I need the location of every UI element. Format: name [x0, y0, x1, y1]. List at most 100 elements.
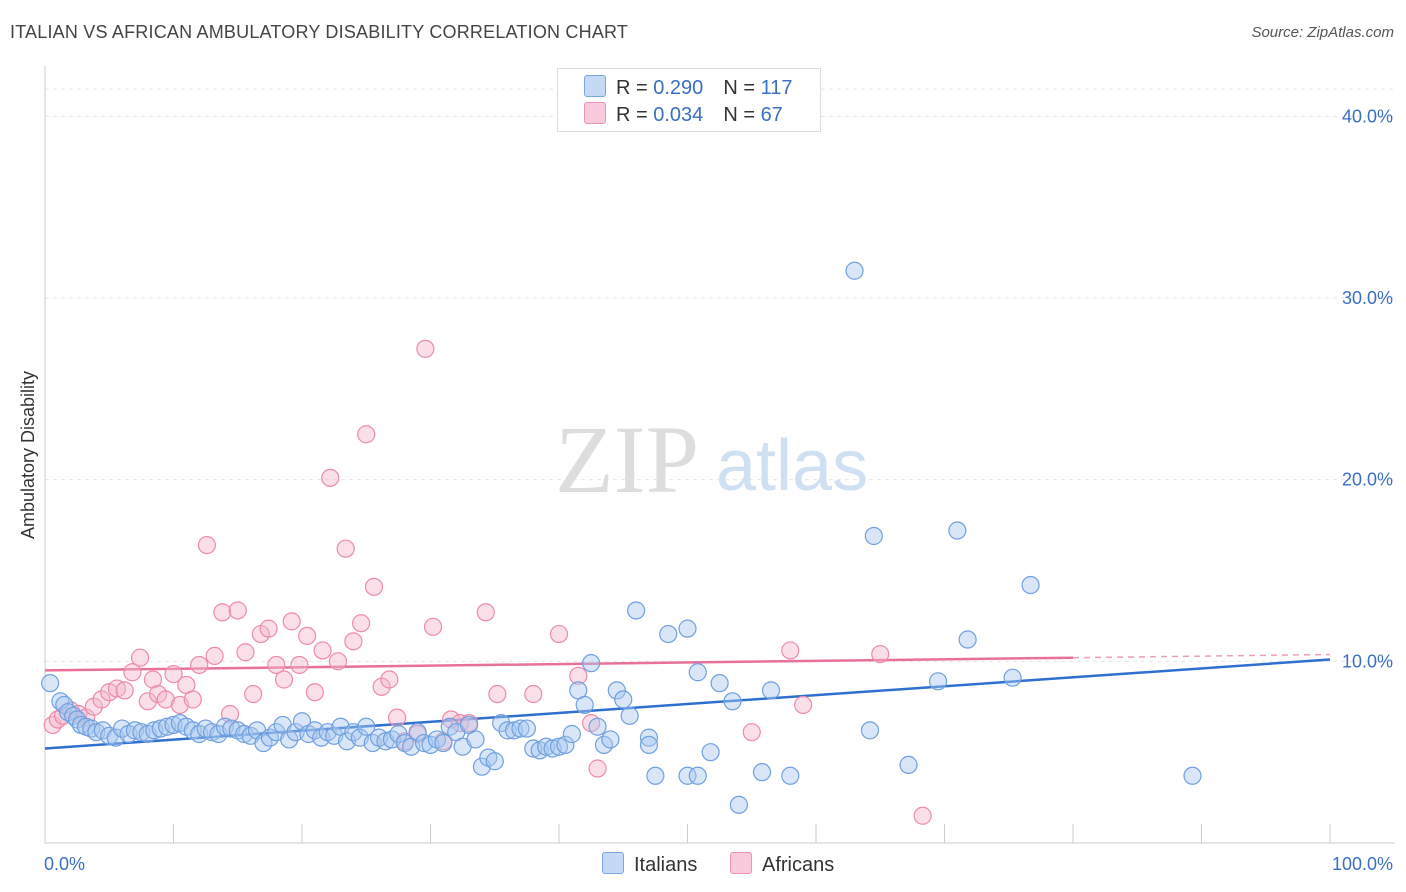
- correlation-legend: R = 0.290 N = 117 R = 0.034 N = 67: [557, 68, 821, 132]
- y-tick-label: 40.0%: [1342, 106, 1393, 126]
- italian-point: [607, 681, 626, 700]
- x-tick-label: 100.0%: [1332, 854, 1393, 874]
- africans-swatch: [584, 102, 606, 124]
- watermark-zip: ZIP: [555, 406, 699, 513]
- italian-point: [646, 766, 665, 785]
- italians-n-value: 117: [760, 77, 793, 99]
- legend-row-italians: R = 0.290 N = 117: [584, 75, 793, 99]
- italian-point: [556, 735, 575, 755]
- italian-point: [723, 692, 742, 711]
- italian-point: [678, 766, 697, 785]
- african-point: [138, 692, 157, 711]
- african-point: [352, 614, 371, 633]
- african-point: [549, 624, 569, 644]
- italian-point: [845, 261, 864, 280]
- african-point: [913, 806, 932, 825]
- italians-n-label: N =: [723, 77, 761, 99]
- african-point: [259, 619, 278, 638]
- african-point: [190, 655, 209, 675]
- italian-point: [860, 721, 880, 740]
- italians-legend-label: Italians: [634, 854, 698, 876]
- africans-legend-label: Africans: [762, 854, 835, 876]
- italian-point: [864, 526, 883, 546]
- african-point: [364, 577, 384, 596]
- y-tick-label: 20.0%: [1342, 470, 1393, 490]
- italian-point: [614, 690, 633, 709]
- gridlines: [45, 88, 1395, 662]
- italians-swatch: [584, 75, 606, 97]
- italian-point: [899, 755, 918, 774]
- italian-point: [434, 733, 453, 753]
- y-axis-label: Ambulatory Disability: [18, 371, 38, 539]
- italian-point: [582, 654, 601, 673]
- african-point: [794, 695, 813, 715]
- african-point: [524, 684, 543, 704]
- african-point: [488, 684, 507, 704]
- african-point: [305, 683, 324, 702]
- bottom-legend-africans: Africans: [730, 852, 834, 877]
- african-point: [164, 664, 183, 684]
- african-point: [92, 690, 111, 709]
- african-point: [290, 655, 309, 675]
- african-point: [372, 677, 391, 696]
- italian-point: [688, 663, 707, 682]
- legend-row-africans: R = 0.034 N = 67: [584, 102, 783, 126]
- african-point: [321, 468, 340, 487]
- african-point: [244, 684, 263, 704]
- italian-point: [1183, 766, 1202, 785]
- italian-point: [280, 730, 299, 749]
- african-point: [43, 715, 62, 735]
- italian-point: [948, 521, 967, 540]
- african-point: [588, 759, 607, 778]
- italian-point: [639, 728, 659, 747]
- africans-r-label: R =: [616, 104, 654, 126]
- italian-point: [537, 737, 556, 756]
- africans-trendline-extension: [1072, 653, 1331, 659]
- italian-point: [588, 717, 607, 736]
- african-point: [115, 681, 134, 700]
- africans-trendline: [44, 656, 1074, 672]
- african-point: [357, 425, 376, 444]
- italian-point: [1003, 668, 1022, 687]
- african-point: [274, 670, 294, 689]
- italian-point: [601, 730, 620, 749]
- watermark: ZIP atlas: [555, 406, 868, 513]
- african-point: [123, 663, 142, 682]
- italian-point: [549, 737, 569, 756]
- italian-point: [408, 723, 427, 742]
- italians-r-value: 0.290: [653, 77, 704, 99]
- italian-point: [620, 706, 639, 725]
- africans-r-value: 0.034: [653, 104, 704, 126]
- italian-point: [761, 681, 781, 700]
- italian-point: [958, 630, 977, 649]
- italian-point: [517, 719, 536, 738]
- african-point: [213, 603, 232, 622]
- african-point: [336, 539, 355, 558]
- italian-point: [511, 719, 530, 738]
- italian-point: [389, 724, 408, 744]
- italian-point: [575, 695, 594, 715]
- italian-point: [781, 766, 800, 785]
- italian-point: [729, 795, 749, 814]
- italian-point: [639, 735, 659, 755]
- african-point: [344, 632, 363, 651]
- african-point: [236, 643, 255, 662]
- african-point: [228, 601, 247, 620]
- bottom-legend-italians: Italians: [602, 852, 697, 877]
- african-point: [328, 652, 348, 671]
- african-point: [569, 666, 588, 685]
- italian-point: [485, 752, 504, 771]
- italian-point: [688, 766, 707, 785]
- africans-legend-swatch: [730, 852, 752, 874]
- tick-labels: 10.0% 20.0% 30.0% 40.0% 0.0% 100.0%: [44, 106, 1393, 874]
- african-point: [130, 648, 150, 667]
- african-point: [313, 641, 332, 660]
- african-point: [156, 690, 175, 709]
- italian-point: [678, 619, 697, 638]
- african-point: [781, 641, 800, 660]
- african-point: [205, 646, 224, 665]
- italian-point: [562, 724, 581, 744]
- african-point: [197, 535, 217, 555]
- data-points: [41, 261, 1202, 825]
- source-label: Source: ZipAtlas.com: [1251, 24, 1394, 41]
